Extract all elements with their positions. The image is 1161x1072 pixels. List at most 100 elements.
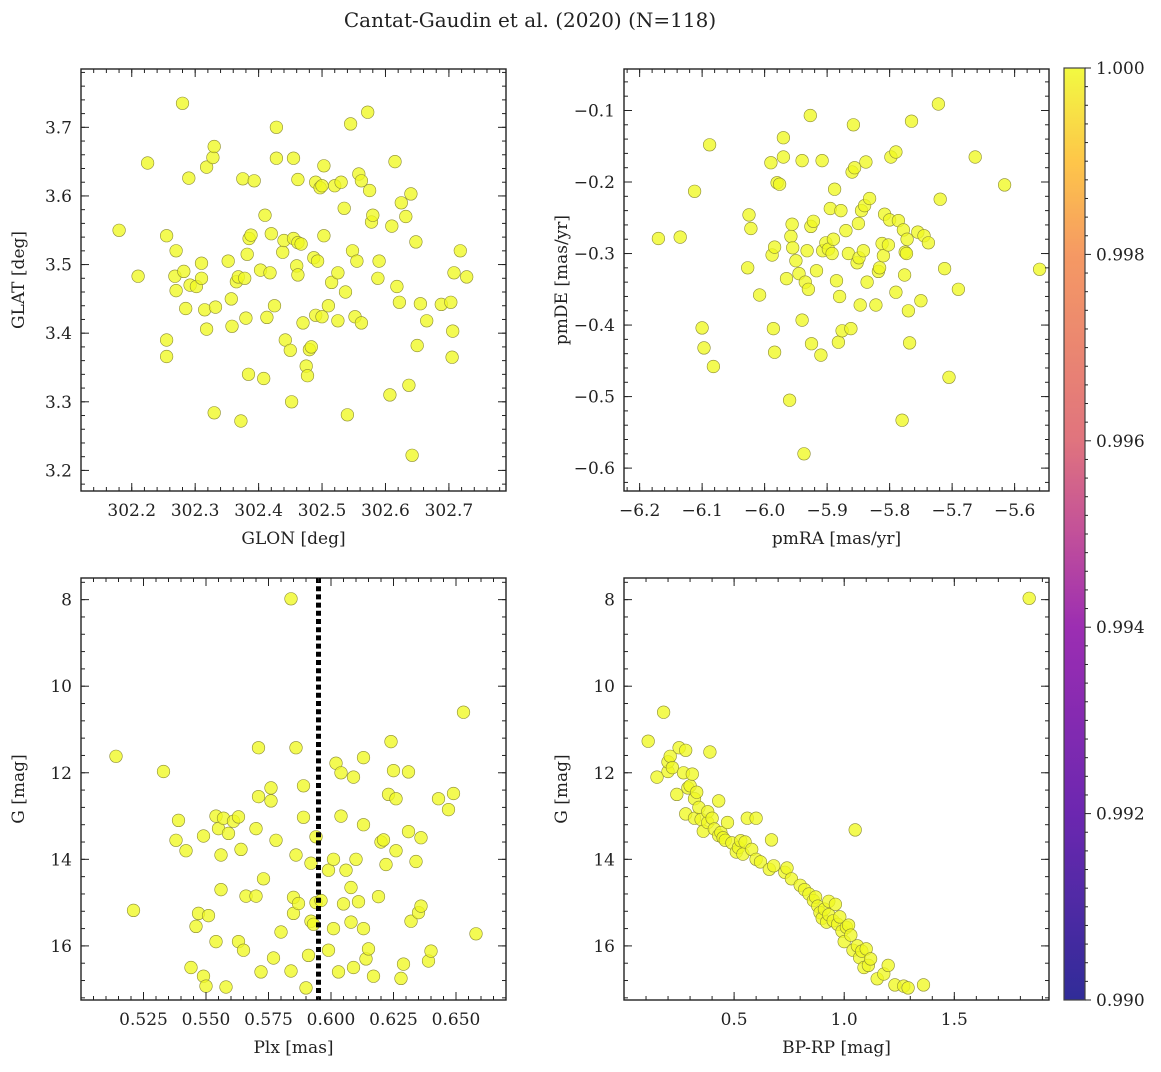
y-axis-label: pmDE [mas/yr] [552,215,572,345]
colorbar-tick-label: 0.992 [1096,805,1145,825]
data-point [169,244,183,258]
data-point [431,792,446,806]
data-point [311,254,325,268]
data-point [641,734,655,748]
data-point [201,908,216,923]
data-point [695,321,709,335]
x-tick-label: 1.0 [831,1010,858,1030]
data-point [803,108,817,123]
data-point [356,750,371,765]
data-point [244,228,258,242]
data-point [349,852,363,866]
data-point [331,965,346,979]
x-tick-label: 302.4 [234,501,283,521]
data-point [296,779,311,793]
data-point [231,810,246,824]
data-point [784,229,798,243]
y-tick-label: 3.3 [45,393,72,413]
data-point [179,301,193,316]
data-point [354,174,369,188]
data-point [834,204,848,218]
data-point [198,303,212,317]
data-point [997,178,1012,192]
data-point [753,855,768,869]
data-point [337,201,351,215]
data-point [702,138,717,152]
data-point [350,254,364,268]
data-point [267,299,282,313]
x-tick-label: 0.600 [307,1010,356,1030]
data-point [670,787,684,802]
y-tick-label: −0.1 [574,101,615,121]
data-point [340,408,355,422]
data-point [247,174,261,188]
data-point [673,230,687,244]
data-point [445,350,459,364]
data-point [214,848,228,862]
data-point [651,231,666,246]
data-point [249,821,263,836]
data-point [809,264,824,278]
data-point [363,183,377,198]
data-point [800,244,814,258]
colorbar-ticks: 0.990 0.992 0.994 0.996 0.998 1.000 [1085,59,1145,1011]
data-point [284,592,298,606]
data-point [264,227,278,241]
data-point [236,943,251,957]
data-point [931,97,946,111]
y-tick-label: 8 [61,591,72,611]
data-point [914,294,928,308]
data-point [289,741,303,755]
y-tick-label: 12 [593,764,615,784]
data-point [460,270,474,284]
data-point [388,155,402,169]
data-point [779,272,794,286]
y-tick-label: 16 [50,937,72,957]
data-point [169,833,183,847]
data-point [351,895,366,909]
data-point [900,232,914,246]
data-point [256,872,271,886]
data-point [766,322,781,336]
y-tick-label: −0.6 [574,459,615,479]
data-point [234,842,248,857]
colorbar-gradient [1063,67,1086,1001]
data-point [112,223,126,237]
data-point [409,854,423,869]
data-point [897,268,912,282]
data-point [317,159,331,173]
data-point [334,809,348,823]
data-point [209,934,223,949]
y-tick-label: 14 [593,850,615,870]
panel-pmra-pmde: −6.2 −6.1 −6.0 −5.9 −5.8 −5.7 −5.6 −0.6 −0.5 −0.4… [552,68,1050,549]
data-point [656,705,671,719]
y-axis-label: GLAT [deg] [9,231,29,329]
data-point [239,311,253,325]
data-point [399,209,413,224]
data-point [410,338,424,353]
data-point [291,172,305,187]
data-point [899,246,914,261]
data-point [772,177,787,191]
data-point [409,235,423,249]
data-point [447,266,461,280]
data-point [453,244,467,258]
data-point [424,944,438,958]
data-point [916,978,931,992]
x-tick-label: −5.9 [806,501,847,521]
data-point [258,208,272,222]
data-point [776,131,791,145]
x-tick-label: 0.650 [432,1010,481,1030]
data-point [241,367,256,381]
panel-plx-g: 0.525 0.550 0.575 0.600 0.625 0.650 8 10 12 14 16 P… [9,577,507,1058]
y-tick-label: −0.4 [574,316,615,336]
data-point [338,285,353,299]
data-point [361,942,376,956]
data-point [331,314,345,328]
data-point [902,336,917,350]
data-point [828,897,843,911]
data-point [169,284,183,298]
data-point [326,921,341,936]
data-point [189,919,203,934]
y-tick-label: 3.2 [45,461,72,481]
